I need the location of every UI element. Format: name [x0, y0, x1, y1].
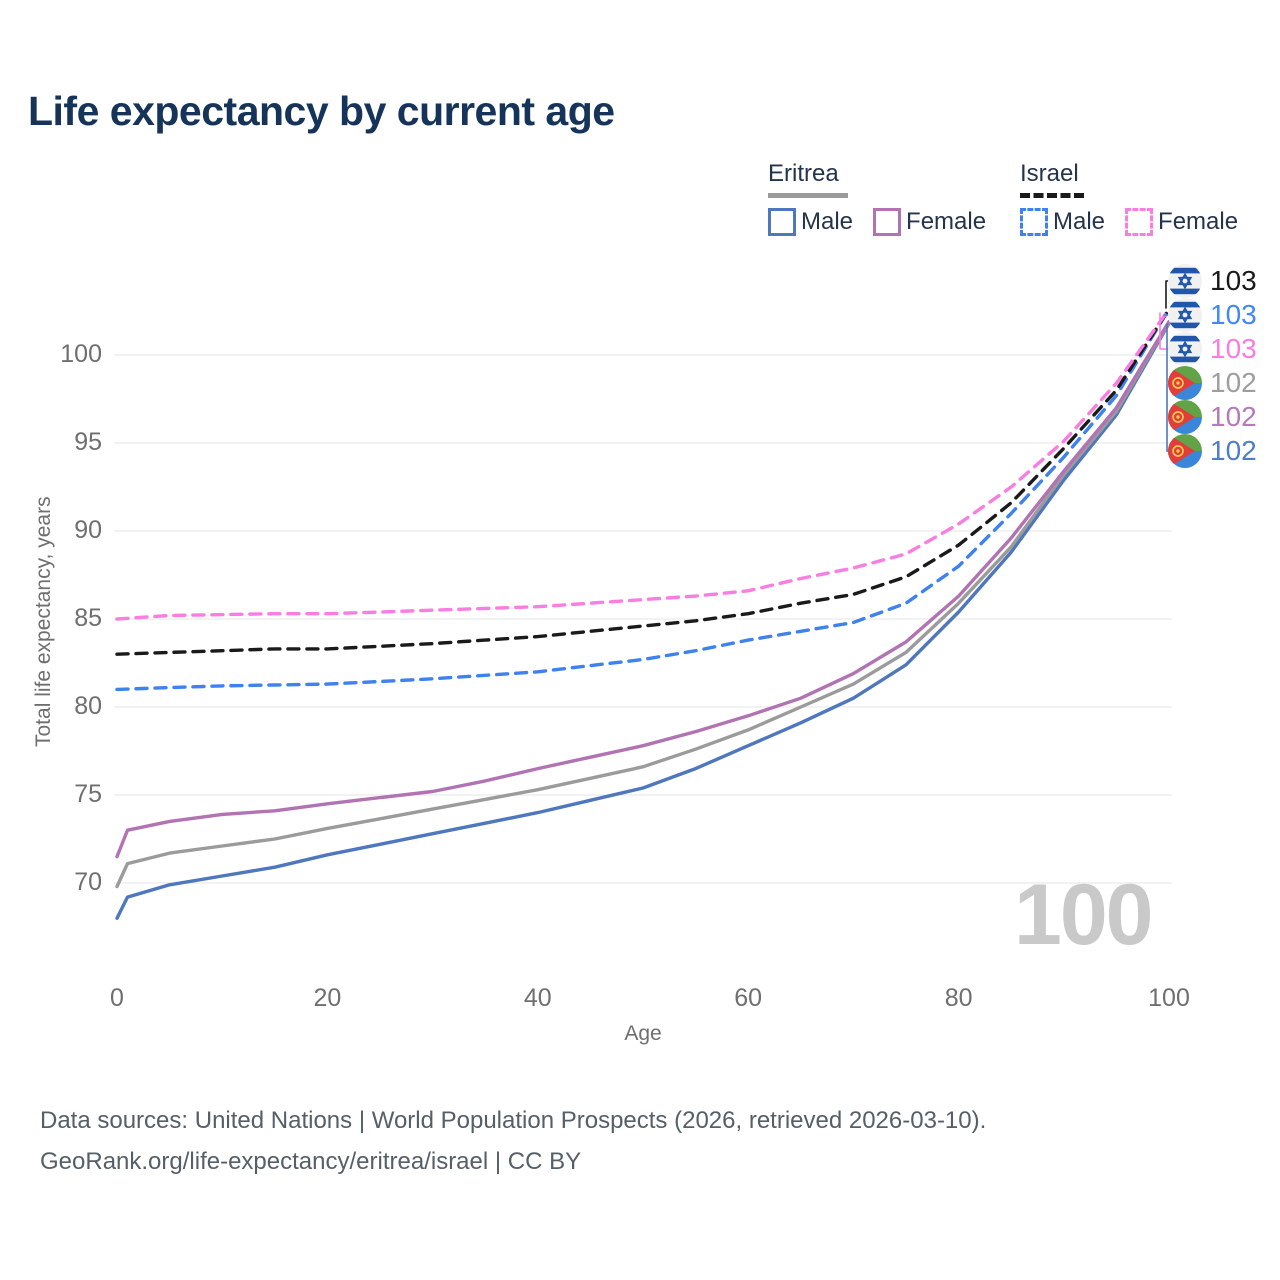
israel-flag-icon [1168, 298, 1202, 332]
endpoint-label-row-eritrea-3: 102 [1168, 366, 1257, 400]
legend-group-eritrea: Eritrea Male Female [768, 160, 1006, 236]
x-tick-label-0: 0 [110, 984, 124, 1012]
eritrea-flag-icon [1168, 366, 1202, 400]
y-tick-label-70: 70 [74, 868, 102, 896]
eritrea-line-swatch [768, 193, 848, 198]
series-eritrea-both [115, 320, 1171, 889]
series-eritrea-male [115, 321, 1171, 920]
series-eritrea-female [115, 319, 1171, 859]
series-israel-female [115, 307, 1171, 621]
eritrea-flag-icon [1168, 434, 1202, 468]
israel-flag-icon [1168, 332, 1202, 366]
legend-label: Female [1158, 208, 1239, 235]
y-tick-label-90: 90 [74, 516, 102, 544]
x-tick-label-60: 60 [734, 984, 763, 1012]
legend-label: Female [906, 208, 987, 235]
data-sources-line: Data sources: United Nations | World Pop… [40, 1107, 987, 1134]
x-tick-label-80: 80 [944, 984, 973, 1012]
legend-label: Male [801, 208, 854, 235]
attribution-line: GeoRank.org/life-expectancy/eritrea/isra… [40, 1148, 582, 1175]
endpoint-label-row-israel-1: 103 [1168, 298, 1257, 332]
age-counter-watermark: 100 [1014, 867, 1153, 963]
page-title: Life expectancy by current age [28, 88, 615, 134]
x-axis-title: Age [624, 1022, 662, 1045]
legend-item-eritrea-male[interactable]: Male [768, 208, 853, 236]
chart-footer: Data sources: United Nations | World Pop… [40, 1100, 986, 1182]
y-tick-label-85: 85 [74, 604, 102, 632]
endpoint-label-row-eritrea-5: 102 [1168, 434, 1257, 468]
x-tick-label-40: 40 [523, 984, 552, 1012]
eritrea-flag-icon [1168, 400, 1202, 434]
endpoint-value: 103 [1210, 265, 1257, 296]
endpoint-value: 102 [1210, 435, 1257, 466]
legend-group-israel: Israel Male Female [1020, 160, 1258, 236]
legend-item-eritrea-female[interactable]: Female [873, 208, 986, 236]
legend-item-israel-female[interactable]: Female [1125, 208, 1238, 236]
legend-item-israel-male[interactable]: Male [1020, 208, 1105, 236]
endpoint-value: 103 [1210, 299, 1257, 330]
y-tick-label-75: 75 [74, 780, 102, 808]
israel-female-swatch-icon [1125, 208, 1154, 236]
legend-label: Male [1053, 208, 1106, 235]
israel-flag-icon [1168, 264, 1202, 298]
eritrea-male-swatch-icon [768, 208, 796, 236]
x-tick-label-100: 100 [1148, 984, 1190, 1012]
endpoint-label-row-eritrea-4: 102 [1168, 400, 1257, 434]
endpoint-value: 103 [1210, 333, 1257, 364]
eritrea-female-swatch-icon [873, 208, 902, 236]
endpoint-label-row-israel-0: 103 [1168, 264, 1257, 298]
endpoint-label-row-israel-2: 103 [1168, 332, 1257, 366]
legend-header-israel: Israel [1020, 160, 1079, 187]
israel-line-swatch [1020, 193, 1084, 198]
y-tick-label-100: 100 [60, 340, 102, 368]
series-israel-male [115, 307, 1171, 692]
endpoint-value: 102 [1210, 367, 1257, 398]
israel-male-swatch-icon [1020, 208, 1048, 236]
series-israel-both [115, 307, 1171, 656]
endpoint-value: 102 [1210, 401, 1257, 432]
legend-header-eritrea: Eritrea [768, 160, 839, 187]
x-tick-label-20: 20 [313, 984, 342, 1012]
y-tick-label-95: 95 [74, 428, 102, 456]
y-tick-label-80: 80 [74, 692, 102, 720]
